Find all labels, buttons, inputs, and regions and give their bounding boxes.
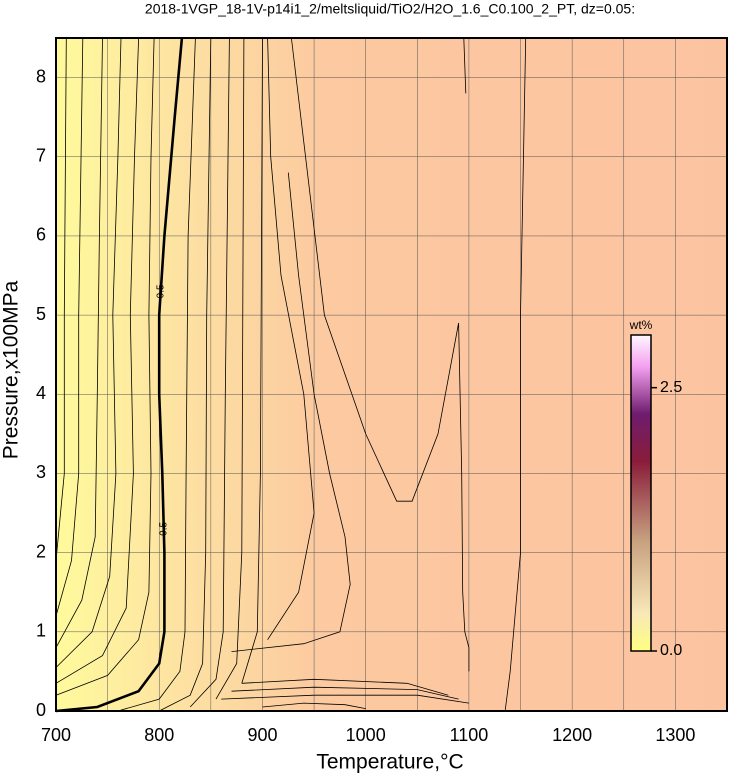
y-axis-label: Pressure,x100MPa [0, 280, 23, 459]
contour-line [267, 37, 315, 640]
plot-background [56, 38, 727, 711]
contour-line [463, 37, 467, 94]
contour-line [215, 37, 245, 700]
y-tick-label: 5 [36, 304, 46, 324]
contour-line [159, 37, 212, 712]
x-tick-label: 1200 [552, 725, 592, 745]
y-tick-label: 0 [36, 700, 46, 720]
y-tick-label: 8 [36, 66, 46, 86]
x-axis-label: Temperature,°C [316, 751, 463, 774]
y-tick-label: 2 [36, 541, 46, 561]
x-tick-label: 1300 [655, 725, 695, 745]
y-tick-label: 6 [36, 225, 46, 245]
y-tick-label: 1 [36, 621, 46, 641]
contour-line [117, 37, 196, 712]
contour-line [55, 37, 155, 696]
colorbar-label: wt% [629, 318, 653, 332]
contour-line [241, 678, 449, 696]
chart-title: 2018-1VGP_18-1V-p14i1_2/meltsliquid/TiO2… [145, 1, 635, 17]
plot-frame [55, 37, 728, 712]
contour-line [55, 37, 139, 684]
contour-label: 0.5 [158, 522, 169, 536]
x-tick-label: 900 [247, 725, 277, 745]
contour-line [55, 37, 103, 648]
y-tick-label: 4 [36, 383, 46, 403]
x-tick-label: 700 [41, 725, 71, 745]
x-tick-label: 1100 [450, 725, 489, 745]
x-tick-label: 800 [144, 725, 174, 745]
contour-line [221, 694, 469, 704]
contour-line [55, 37, 184, 713]
contour-line [291, 37, 470, 672]
contour-line [55, 37, 122, 668]
contour-label: 0.5 [155, 284, 166, 298]
x-tick-label: 1000 [346, 725, 386, 745]
colorbar-tick-label: 0.0 [660, 642, 682, 659]
colorbar-tick-label: 2.5 [660, 379, 682, 396]
contour-line [231, 686, 459, 700]
contour-line [262, 702, 366, 709]
y-tick-label: 3 [36, 462, 46, 482]
contour-line [55, 37, 67, 561]
contour-line [504, 37, 527, 712]
contour-line [55, 37, 84, 617]
y-tick-label: 7 [36, 146, 46, 166]
contour-line [241, 37, 263, 684]
contour-line [231, 172, 351, 652]
colorbar [630, 334, 652, 652]
contour-line [189, 37, 230, 708]
